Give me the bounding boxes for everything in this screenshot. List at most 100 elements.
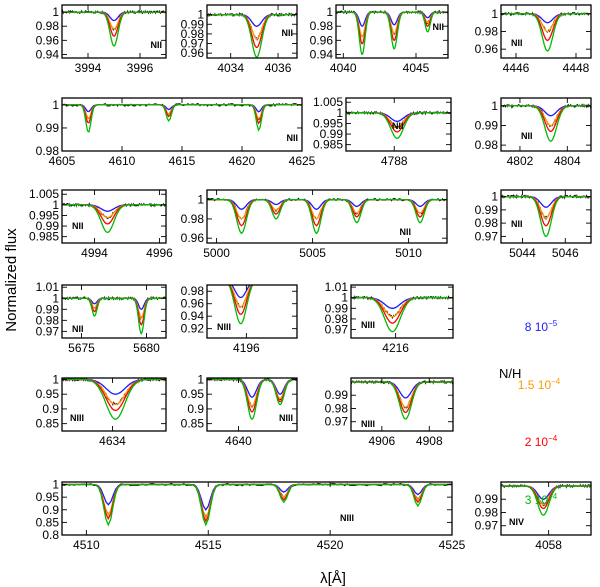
legend-mantissa: 2 10 bbox=[525, 435, 549, 449]
ion-label: NII bbox=[511, 219, 523, 229]
y-tick-label: 0.97 bbox=[36, 324, 60, 338]
x-tick-label: 4448 bbox=[563, 61, 590, 75]
y-tick-label: 0.95 bbox=[181, 387, 205, 401]
panel-p14-curves bbox=[62, 378, 166, 420]
x-tick-label: 4615 bbox=[169, 154, 196, 168]
y-tick-label: 0.99 bbox=[475, 203, 499, 217]
y-tick-label: 0.97 bbox=[325, 323, 349, 337]
x-tick-label: 5000 bbox=[203, 246, 230, 260]
panel-p3: 4040 4045 10.980.960.94 NII bbox=[310, 4, 449, 75]
model-curve-3 bbox=[351, 381, 453, 420]
model-curve-0 bbox=[62, 297, 166, 311]
model-curve-3 bbox=[62, 204, 166, 234]
y-tick-label: 0.99 bbox=[475, 118, 499, 132]
x-tick-label: 5044 bbox=[509, 246, 536, 260]
model-curve-1 bbox=[62, 297, 166, 319]
y-tick-label: 0.99 bbox=[181, 17, 205, 31]
x-tick-label: 4515 bbox=[195, 538, 222, 552]
model-curve-3 bbox=[501, 105, 591, 142]
panel-frame bbox=[500, 189, 592, 244]
y-tick-label: 0.8 bbox=[42, 528, 59, 542]
x-tick-label: 4446 bbox=[503, 61, 530, 75]
x-tick-label: 4216 bbox=[382, 341, 409, 355]
y-tick-label: 1 bbox=[326, 5, 333, 19]
panel-frame bbox=[61, 4, 167, 59]
y-tick-label: 1.01 bbox=[36, 280, 60, 294]
panel-p4: 4446 4448 1 0.98 0.96 NII bbox=[475, 4, 592, 75]
panel-frame bbox=[350, 377, 454, 432]
y-tick-label: 1 bbox=[341, 291, 348, 305]
ion-label: NIII bbox=[217, 322, 231, 332]
model-curve-3 bbox=[207, 378, 297, 420]
x-tick-label: 5005 bbox=[299, 246, 326, 260]
panel-p5: 4605 4610 4615 4620 4625 1 0.99 0.98 NII bbox=[36, 97, 316, 168]
model-curve-3 bbox=[336, 11, 448, 56]
y-tick-label: 0.94 bbox=[181, 309, 205, 323]
model-curve-2 bbox=[62, 483, 452, 523]
model-curve-2 bbox=[351, 381, 453, 414]
model-curve-2 bbox=[62, 378, 166, 412]
y-tick-label: 0.95 bbox=[36, 387, 60, 401]
model-curve-0 bbox=[501, 195, 591, 208]
y-tick-label: 0.98 bbox=[181, 212, 205, 226]
y-tick-label: 0.94 bbox=[36, 47, 60, 61]
panel-p2-curves bbox=[207, 11, 297, 58]
ion-label: NII bbox=[281, 28, 293, 38]
x-tick-label: 4036 bbox=[265, 61, 292, 75]
x-tick-label: 4640 bbox=[225, 434, 252, 448]
legend-title: N/H bbox=[499, 366, 521, 381]
y-tick-label: 0.98 bbox=[181, 27, 205, 41]
observed-spectrum bbox=[62, 378, 166, 406]
y-tick-label: 1.005 bbox=[29, 187, 59, 201]
ion-label: NII bbox=[392, 121, 404, 131]
model-curve-3 bbox=[501, 13, 591, 52]
x-tick-label: 4634 bbox=[99, 434, 126, 448]
ion-label: NIV bbox=[509, 517, 524, 527]
panel-frame bbox=[61, 377, 167, 432]
x-tick-label: 4525 bbox=[439, 538, 466, 552]
legend-entry-0: 8 10−5 bbox=[525, 319, 558, 334]
model-curve-0 bbox=[62, 483, 452, 511]
x-tick-label: 4605 bbox=[49, 154, 76, 168]
x-tick-label: 4058 bbox=[535, 538, 562, 552]
panel-p7: 4802 4804 1 0.99 0.98 NII bbox=[475, 97, 592, 168]
ion-label: NIII bbox=[361, 419, 375, 429]
model-curve-3 bbox=[501, 485, 591, 516]
panel-frame bbox=[500, 481, 592, 536]
y-tick-label: 0.99 bbox=[325, 388, 349, 402]
y-tick-label: 0.96 bbox=[475, 42, 499, 56]
x-tick-label: 5675 bbox=[68, 341, 95, 355]
y-tick-label: 0.98 bbox=[325, 401, 349, 415]
y-tick-label: 0.98 bbox=[325, 312, 349, 326]
y-tick-label: 1 bbox=[52, 478, 59, 492]
legend-exponent: −4 bbox=[548, 434, 558, 443]
x-tick-label: 5010 bbox=[395, 246, 422, 260]
panel-p15-curves bbox=[207, 378, 297, 420]
x-tick-label: 4804 bbox=[554, 154, 581, 168]
ion-label: NII bbox=[521, 131, 533, 141]
y-tick-label: 0.85 bbox=[36, 417, 60, 431]
y-tick-label: 1 bbox=[197, 372, 204, 386]
model-curve-3 bbox=[501, 195, 591, 238]
ion-label: NIII bbox=[340, 513, 354, 523]
model-curve-3 bbox=[207, 13, 297, 58]
observed-spectrum bbox=[62, 482, 452, 518]
panel-p1: 3994 3996 10.980.960.94 NII bbox=[36, 4, 167, 75]
legend-mantissa: 8 10 bbox=[525, 320, 549, 334]
model-curve-3 bbox=[62, 104, 302, 133]
panel-frame bbox=[500, 97, 592, 152]
y-tick-label: 0.98 bbox=[475, 216, 499, 230]
model-curve-3 bbox=[207, 198, 447, 235]
legend-entry-1: 1.5 10−4 bbox=[518, 377, 561, 392]
model-curve-2 bbox=[501, 105, 591, 132]
y-tick-label: 0.9 bbox=[187, 402, 204, 416]
model-curve-0 bbox=[231, 285, 251, 299]
ion-label: NII bbox=[399, 227, 411, 237]
y-tick-label: 0.99 bbox=[475, 492, 499, 506]
y-tick-label: 0.95 bbox=[36, 490, 60, 504]
legend-entry-2: 2 10−4 bbox=[525, 434, 558, 449]
